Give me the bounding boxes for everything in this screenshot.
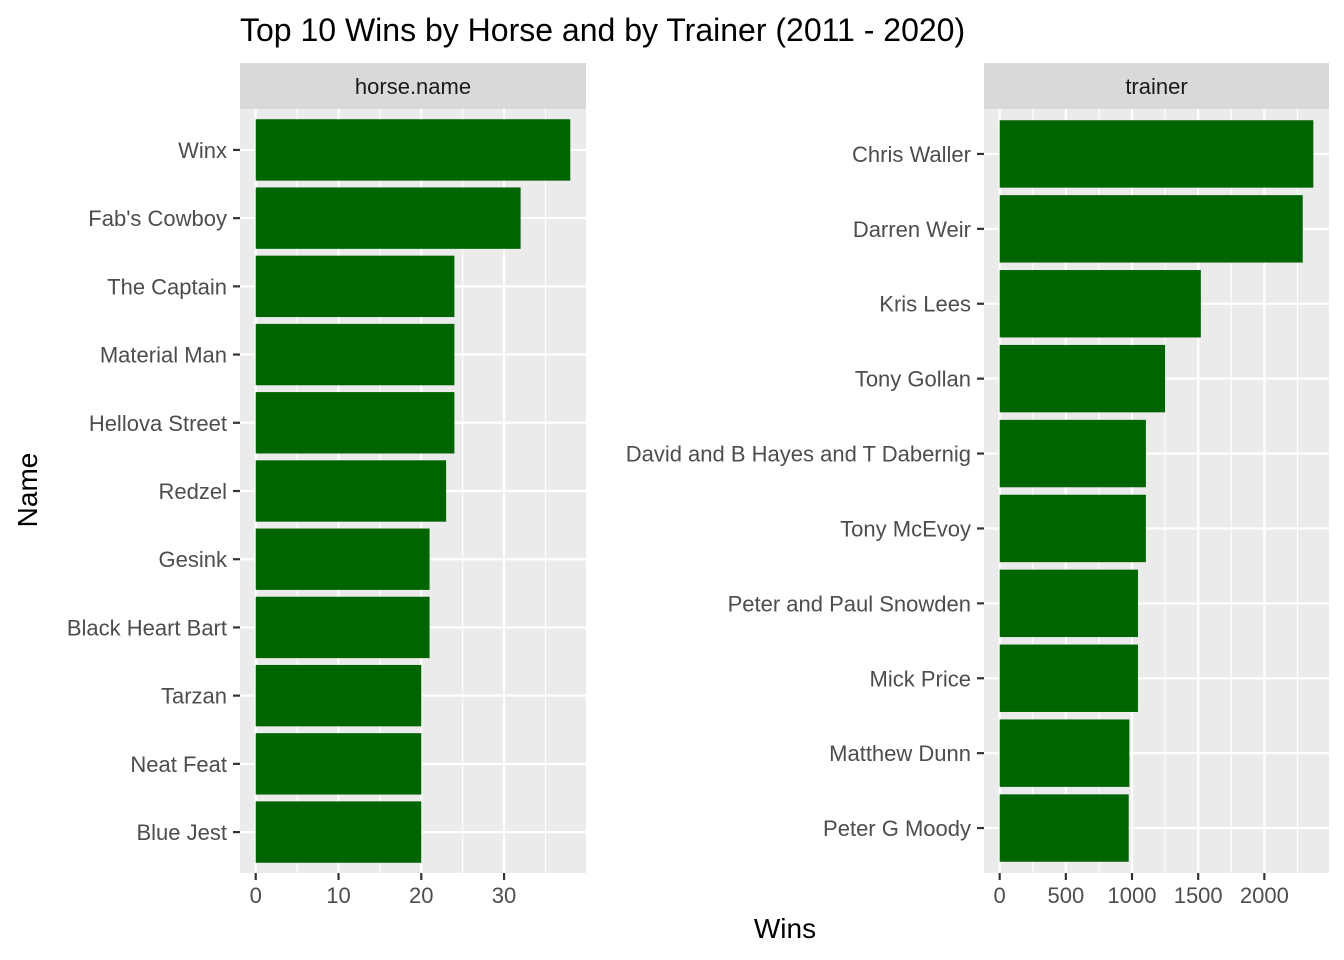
bar	[255, 528, 430, 590]
bar	[999, 494, 1146, 563]
x-tick-label: 0	[250, 883, 262, 908]
facet-strip-label: trainer	[1125, 74, 1187, 99]
y-tick-label: David and B Hayes and T Dabernig	[626, 442, 971, 467]
facet-panel: trainer Chris Waller Darren Weir Kris Lees T…	[626, 63, 1329, 908]
x-tick-label: 500	[1047, 883, 1084, 908]
y-tick-label: Tony Gollan	[855, 367, 971, 392]
y-tick-label: Winx	[178, 138, 227, 163]
y-tick-label: Fab's Cowboy	[88, 206, 227, 231]
y-tick-label: Tony McEvoy	[840, 516, 971, 541]
y-tick-label: Blue Jest	[137, 820, 228, 845]
facet-strip-label: horse.name	[355, 74, 471, 99]
bar	[999, 794, 1129, 862]
y-tick-label: Mick Price	[870, 666, 971, 691]
bar	[999, 719, 1130, 787]
bar	[255, 596, 430, 659]
bar	[255, 801, 422, 863]
bar	[255, 733, 422, 795]
y-tick-label: The Captain	[107, 274, 227, 299]
y-tick-label: Kris Lees	[879, 292, 971, 317]
x-axis-title: Wins	[754, 913, 816, 944]
facet-panel: horse.name Winx Fab's Cowboy The Captain Mat…	[67, 63, 586, 908]
x-tick-label: 1000	[1108, 883, 1157, 908]
facet-strip	[240, 63, 586, 109]
y-tick-label: Darren Weir	[853, 217, 971, 242]
y-tick-label: Redzel	[159, 479, 227, 504]
y-tick-label: Neat Feat	[130, 752, 227, 777]
y-tick-label: Material Man	[100, 343, 227, 368]
facet-strip	[984, 63, 1329, 109]
bar	[999, 344, 1166, 413]
bar	[999, 569, 1138, 638]
bar	[999, 419, 1146, 488]
bar	[255, 664, 422, 727]
facets: horse.name Winx Fab's Cowboy The Captain Mat…	[67, 63, 1329, 908]
bar	[999, 270, 1201, 338]
y-tick-label: Matthew Dunn	[829, 741, 971, 766]
bar	[255, 119, 571, 181]
y-tick-label: Gesink	[159, 547, 228, 572]
bar	[255, 255, 455, 318]
bar	[999, 195, 1303, 263]
bar	[255, 392, 455, 454]
y-tick-label: Chris Waller	[852, 142, 971, 167]
x-tick-label: 2000	[1240, 883, 1289, 908]
x-tick-label: 30	[492, 883, 516, 908]
y-tick-label: Peter and Paul Snowden	[728, 591, 971, 616]
bar	[255, 187, 521, 249]
bar	[999, 644, 1138, 712]
y-tick-label: Peter G Moody	[823, 816, 971, 841]
bar	[999, 120, 1314, 188]
y-axis-title: Name	[12, 453, 43, 528]
bar	[255, 460, 447, 522]
y-tick-label: Black Heart Bart	[67, 615, 227, 640]
y-tick-label: Tarzan	[161, 684, 227, 709]
x-tick-label: 0	[994, 883, 1006, 908]
chart-title: Top 10 Wins by Horse and by Trainer (201…	[240, 12, 965, 48]
x-tick-label: 10	[326, 883, 350, 908]
x-tick-label: 1500	[1174, 883, 1223, 908]
bar	[255, 323, 455, 386]
x-tick-label: 20	[409, 883, 433, 908]
y-tick-label: Hellova Street	[89, 411, 227, 436]
